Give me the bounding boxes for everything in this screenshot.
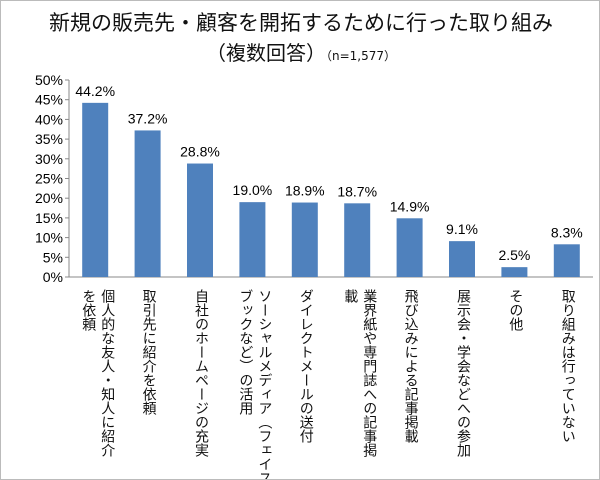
bar — [291, 202, 318, 277]
y-tick-label: 45% — [35, 92, 63, 108]
data-label: 28.8% — [180, 144, 220, 160]
y-tick-label: 20% — [35, 190, 63, 206]
y-tick-label: 5% — [43, 249, 63, 265]
x-tick-label: その他 — [507, 289, 524, 331]
data-label: 9.1% — [446, 221, 478, 237]
bar — [396, 218, 423, 277]
x-tick-label: 取引先に紹介を依頼 — [140, 289, 157, 415]
x-tick-label: 展示会・学会などへの参加 — [455, 289, 471, 457]
y-tick-label: 50% — [35, 72, 63, 88]
y-tick-label: 25% — [35, 171, 63, 187]
bar — [134, 130, 161, 277]
y-tick-label: 0% — [43, 269, 63, 285]
bar — [449, 241, 475, 277]
subtitle: （複数回答） — [205, 41, 326, 65]
data-label: 19.0% — [233, 182, 273, 198]
y-tick-label: 15% — [35, 210, 63, 226]
x-tick-label: 取り組みは行っていない — [559, 289, 576, 443]
x-tick-label: ダイレクトメールの送付 — [297, 289, 314, 443]
bar — [553, 244, 580, 277]
bar — [82, 102, 109, 278]
chart-subtitle: （複数回答）（n=1,577） — [1, 37, 599, 66]
sample-size-note: （n=1,577） — [325, 49, 396, 63]
y-tick-label: 40% — [35, 111, 63, 127]
data-label: 18.9% — [285, 183, 325, 199]
y-tick-label: 10% — [35, 230, 63, 246]
y-tick-label: 35% — [35, 131, 63, 147]
bar — [501, 267, 528, 277]
data-label: 2.5% — [498, 247, 530, 263]
x-tick-label: 業界紙や専門誌への記事掲 載 — [342, 289, 378, 457]
data-label: 8.3% — [551, 224, 583, 240]
bar — [187, 163, 213, 277]
data-label: 14.9% — [390, 198, 430, 214]
chart-title: 新規の販売先・顧客を開拓するために行った取り組み — [49, 11, 553, 35]
bar — [344, 203, 371, 277]
bar — [239, 202, 266, 277]
data-label: 44.2% — [75, 83, 115, 99]
data-label: 37.2% — [128, 110, 168, 126]
x-tick-label: 自社のホームページの充実 — [193, 289, 209, 457]
x-tick-label: ソーシャルメディア（フェイス ブックなど）の活用 — [237, 289, 273, 480]
x-tick-label: 個人的な友人・知人に紹介 を依頼 — [80, 289, 116, 457]
x-tick-label: 飛び込みによる記事掲載 — [402, 289, 419, 443]
y-tick-label: 30% — [35, 151, 63, 167]
data-label: 18.7% — [337, 183, 377, 199]
